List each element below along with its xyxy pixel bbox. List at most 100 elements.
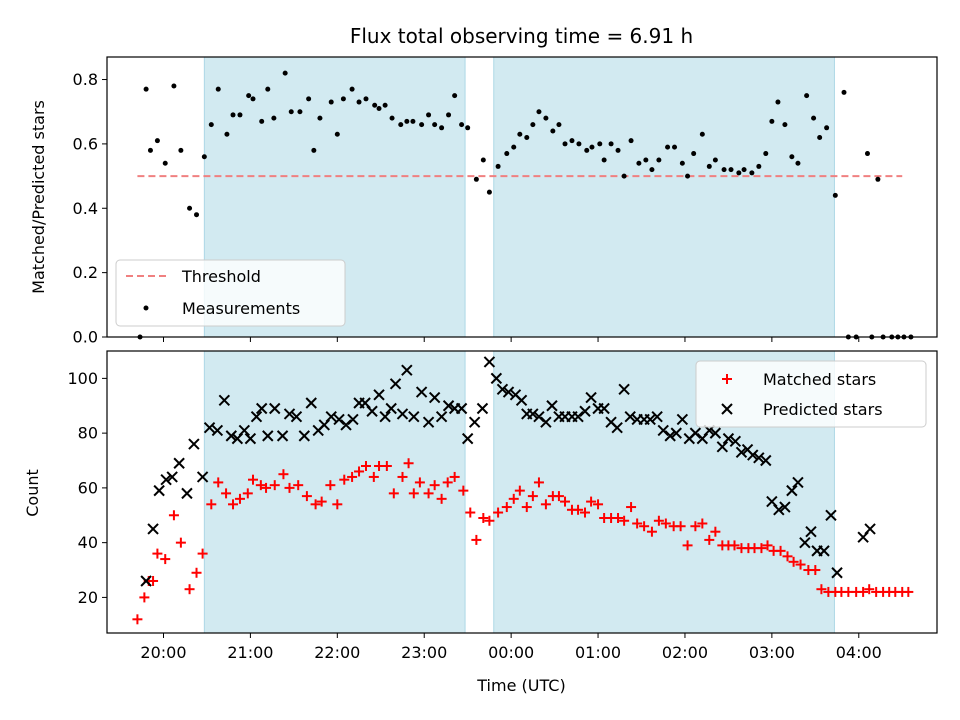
predicted-point [490, 372, 503, 385]
measurement-point [452, 93, 458, 99]
predicted-point-b [276, 430, 289, 442]
predicted-point-b [864, 523, 876, 535]
matched-point [553, 491, 564, 502]
measurement-point [404, 118, 410, 124]
measurement-point [691, 151, 697, 157]
x-tick-label: 23:00 [401, 643, 447, 662]
matched-point [573, 504, 584, 515]
measurement-point [608, 141, 614, 147]
matched-point [626, 502, 637, 513]
predicted-point-b [173, 457, 185, 469]
measurement-point [576, 141, 582, 147]
measurement-point [389, 115, 395, 121]
measurements-series [137, 70, 914, 340]
predicted-point-b [196, 471, 209, 483]
predicted-point [760, 454, 772, 467]
matched-legend-label: Matched stars [763, 370, 876, 389]
predicted-point [533, 411, 545, 423]
y-tick-label: 0.0 [73, 328, 98, 347]
measurement-point [763, 151, 769, 157]
predicted-point [747, 449, 759, 461]
measurement-point [672, 144, 678, 150]
counts-legend: Matched stars Predicted stars [695, 360, 927, 428]
series-measurements [137, 70, 914, 340]
measurement-point [459, 122, 465, 128]
predicted-point-b [722, 432, 735, 445]
predicted-point [779, 501, 791, 513]
measurement-point [376, 105, 382, 111]
measurement-point [201, 154, 207, 160]
matched-point [284, 482, 295, 493]
predicted-point [160, 473, 172, 486]
predicted-point-b [153, 484, 165, 497]
matched-point [501, 502, 512, 513]
predicted-point [729, 435, 742, 448]
measurement-point [550, 128, 556, 134]
measurement-point [628, 138, 634, 144]
predicted-point [196, 471, 209, 483]
measurement-point [712, 157, 718, 163]
predicted-point-b [385, 402, 397, 415]
predicted-point-b [340, 419, 352, 431]
predicted-point-b [618, 383, 630, 396]
predicted-point [298, 430, 310, 442]
predicted-point [181, 487, 193, 500]
matched-point [414, 477, 425, 488]
predicted-point-b [160, 473, 172, 486]
predicted-point [572, 411, 584, 423]
x-tick-label: 21:00 [227, 643, 273, 662]
measurement-point [504, 151, 510, 157]
count-y-label: Count [23, 469, 42, 517]
matched-point [586, 496, 597, 507]
predicted-point [408, 411, 420, 423]
predicted-point [831, 567, 843, 579]
measurement-point [328, 99, 334, 105]
matched-point [560, 496, 571, 507]
measurement-point [288, 109, 294, 115]
y-tick-label: 0.2 [73, 263, 98, 282]
y-tick-label: 60 [78, 478, 98, 497]
predicted-point [618, 383, 630, 396]
matched-point [234, 493, 245, 504]
measurement-point [589, 144, 595, 150]
predicted-point-b [333, 413, 345, 426]
predicted-point [585, 391, 597, 404]
matched-point [213, 477, 224, 488]
measurement-point [636, 160, 642, 166]
ratio-y-label: Matched/Predicted stars [29, 100, 48, 294]
predicted-point [140, 575, 152, 587]
matched-point [795, 559, 806, 570]
predicted-point-b [490, 372, 503, 385]
predicted-point-b [415, 386, 428, 398]
predicted-point-b [509, 389, 522, 401]
predicted-point-b [605, 416, 617, 428]
predicted-point [333, 413, 345, 426]
chart-title: Flux total observing time = 6.91 h [350, 24, 693, 48]
predicted-point-b [359, 397, 371, 409]
predicted-point-b [250, 411, 263, 423]
measurement-point [789, 154, 795, 160]
matched-point [248, 474, 259, 485]
measurement-point [824, 125, 830, 131]
predicted-point [422, 416, 435, 428]
panel-counts: 20 40 60 80 100 20:00 21:00 22:00 23:00 00:00 01:0… [23, 350, 938, 695]
measurement-point [224, 131, 230, 137]
matched-point [228, 499, 239, 510]
measurement-point [410, 118, 416, 124]
x-tick-label: 01:00 [575, 643, 621, 662]
measurement-point [480, 157, 486, 163]
y-tick-label: 0.4 [73, 199, 98, 218]
predicted-point-b [689, 427, 702, 439]
matched-point [514, 485, 525, 496]
matched-point [278, 469, 289, 480]
measurement-point [782, 122, 788, 128]
predicted-legend-swatch [721, 403, 733, 415]
matched-point [471, 534, 482, 545]
measurement-point [685, 173, 691, 179]
matched-point [261, 482, 272, 493]
measurement-point [237, 112, 243, 118]
predicted-point [786, 484, 798, 497]
matched-point [632, 518, 643, 529]
predicted-point-b [422, 416, 435, 428]
matched-point [269, 480, 280, 491]
